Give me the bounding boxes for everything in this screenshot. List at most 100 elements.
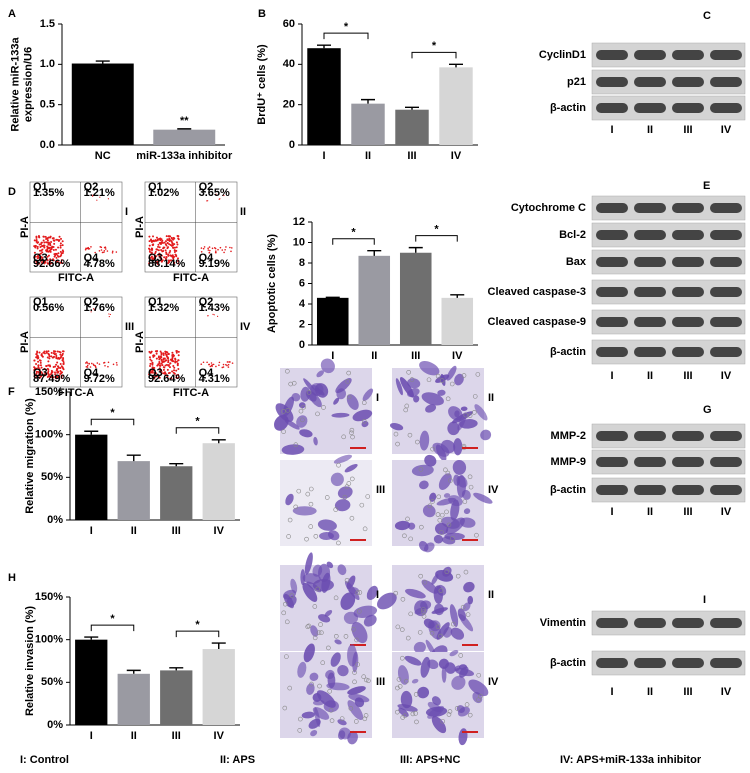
pore — [366, 678, 371, 684]
pore — [450, 621, 456, 627]
event-dot — [93, 309, 96, 311]
event-dot — [33, 256, 36, 259]
pore — [395, 709, 400, 715]
stained-cell — [337, 564, 347, 576]
event-dot — [38, 371, 41, 374]
flow-plot-frame — [29, 296, 123, 388]
stained-cell — [405, 588, 426, 599]
error-bar — [450, 294, 465, 298]
stained-cell — [337, 665, 349, 677]
event-dot — [43, 246, 46, 249]
x-tick-label: II — [371, 350, 377, 362]
blot-band — [672, 431, 704, 441]
event-dot — [158, 253, 161, 256]
stained-cell — [311, 384, 320, 391]
pore — [346, 481, 352, 486]
event-dot — [172, 371, 175, 374]
event-dot — [56, 368, 59, 371]
significance: * — [195, 416, 200, 428]
micrograph — [280, 460, 372, 546]
x-tick-label: III — [172, 525, 181, 537]
event-dot — [164, 359, 167, 362]
pore — [345, 379, 351, 384]
event-dot — [164, 249, 167, 252]
event-dot — [56, 361, 59, 364]
pore — [329, 718, 335, 723]
stained-cell — [407, 388, 420, 398]
event-dot — [46, 250, 49, 253]
lane-label: II — [647, 124, 653, 136]
event-dot — [153, 240, 156, 243]
event-dot — [160, 362, 163, 365]
blot-band — [634, 230, 666, 240]
event-dot — [35, 262, 38, 265]
quadrant-value: 87.49% — [33, 373, 71, 385]
quadrant-name: Q2 — [199, 181, 214, 193]
event-dot — [103, 249, 106, 252]
event-dot — [209, 365, 212, 368]
event-dot — [155, 248, 158, 251]
event-dot — [157, 356, 160, 359]
x-tick-label: IV — [214, 525, 225, 537]
error-bar — [95, 60, 110, 64]
event-dot — [156, 262, 159, 265]
pore — [281, 610, 287, 616]
blot-band — [672, 618, 704, 628]
quadrant-name: Q1 — [33, 181, 48, 193]
group-label: III — [125, 321, 134, 333]
stained-cell — [394, 520, 411, 531]
event-dot — [38, 359, 41, 362]
stained-cell — [333, 454, 353, 464]
event-dot — [44, 235, 47, 238]
bar — [153, 129, 216, 145]
y-tick-label: 60 — [283, 18, 295, 30]
event-dot — [164, 364, 167, 367]
event-dot — [98, 363, 101, 365]
flow-plot-frame — [29, 181, 123, 273]
bar — [117, 461, 150, 520]
event-dot — [172, 364, 175, 367]
y-tick-label: 150% — [35, 591, 63, 603]
flow-x-label: FITC-A — [173, 272, 209, 284]
event-dot — [153, 372, 156, 375]
quadrant-name: Q4 — [199, 252, 215, 264]
event-dot — [223, 251, 225, 254]
event-dot — [149, 351, 152, 354]
event-dot — [218, 364, 220, 366]
event-dot — [33, 366, 36, 369]
stained-cell — [454, 373, 464, 386]
event-dot — [61, 262, 64, 265]
error-bar — [126, 454, 141, 462]
blot-band — [672, 77, 704, 87]
event-dot — [171, 370, 174, 373]
y-tick-label: 20 — [283, 99, 295, 111]
pore — [355, 662, 360, 667]
pore — [297, 728, 303, 733]
event-dot — [167, 353, 170, 356]
event-dot — [52, 258, 55, 261]
quadrant-value: 9.72% — [84, 373, 115, 385]
stained-cell — [453, 438, 463, 456]
event-dot — [57, 252, 60, 255]
stained-cell — [454, 410, 460, 418]
event-dot — [176, 243, 179, 246]
pore — [397, 684, 403, 689]
event-dot — [171, 351, 174, 354]
event-dot — [56, 370, 59, 373]
pore — [308, 524, 314, 529]
event-dot — [43, 352, 46, 355]
event-dot — [157, 249, 160, 252]
blot-band — [710, 103, 742, 113]
flow-x-label: FITC-A — [58, 387, 94, 399]
stained-cell — [442, 566, 452, 577]
event-dot — [160, 238, 163, 241]
significance: * — [110, 613, 115, 625]
quadrant-value: 3.65% — [199, 187, 230, 199]
event-dot — [172, 236, 175, 239]
blot-band — [672, 103, 704, 113]
pore — [363, 677, 369, 683]
blot-band — [710, 618, 742, 628]
event-dot — [45, 350, 48, 353]
pore — [410, 711, 416, 717]
event-dot — [211, 365, 213, 368]
